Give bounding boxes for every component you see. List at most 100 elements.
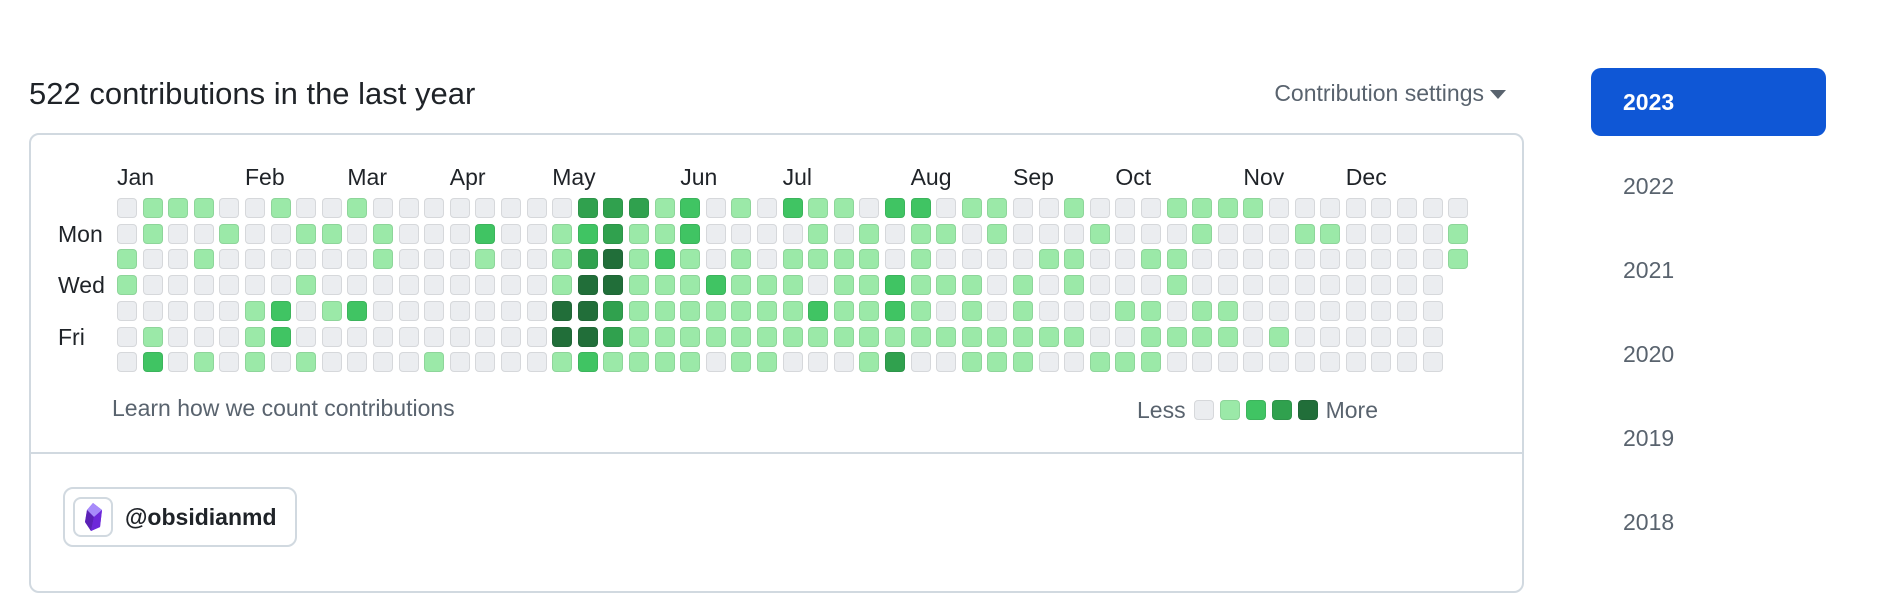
contribution-day-cell[interactable] (1217, 326, 1238, 347)
contribution-day-cell[interactable] (859, 198, 880, 218)
contribution-day-cell[interactable] (501, 249, 521, 270)
contribution-day-cell[interactable] (296, 352, 317, 373)
contribution-day-cell[interactable] (373, 352, 393, 373)
contribution-day-cell[interactable] (1089, 326, 1110, 347)
contribution-day-cell[interactable] (1422, 198, 1443, 218)
contribution-day-cell[interactable] (1192, 198, 1213, 218)
contribution-day-cell[interactable] (270, 326, 291, 347)
contribution-day-cell[interactable] (373, 249, 393, 270)
contribution-day-cell[interactable] (1064, 198, 1085, 218)
contribution-day-cell[interactable] (1345, 352, 1366, 373)
contribution-day-cell[interactable] (1294, 352, 1315, 373)
contribution-day-cell[interactable] (552, 223, 573, 244)
contribution-day-cell[interactable] (526, 223, 547, 244)
contribution-day-cell[interactable] (449, 300, 470, 321)
contribution-day-cell[interactable] (859, 275, 880, 296)
contribution-day-cell[interactable] (987, 198, 1008, 218)
contribution-day-cell[interactable] (449, 275, 470, 296)
contribution-day-cell[interactable] (347, 198, 368, 218)
contribution-day-cell[interactable] (1422, 223, 1443, 244)
contribution-day-cell[interactable] (1115, 249, 1136, 270)
contribution-day-cell[interactable] (449, 198, 470, 218)
contribution-day-cell[interactable] (1397, 300, 1417, 321)
contribution-day-cell[interactable] (808, 198, 829, 218)
contribution-day-cell[interactable] (424, 326, 445, 347)
contribution-day-cell[interactable] (1269, 223, 1289, 244)
contribution-day-cell[interactable] (168, 249, 189, 270)
contribution-day-cell[interactable] (1115, 326, 1136, 347)
contribution-day-cell[interactable] (1320, 275, 1341, 296)
contribution-day-cell[interactable] (424, 223, 445, 244)
contribution-day-cell[interactable] (936, 326, 957, 347)
contribution-day-cell[interactable] (398, 223, 419, 244)
contribution-day-cell[interactable] (1345, 198, 1366, 218)
contribution-day-cell[interactable] (398, 275, 419, 296)
contribution-day-cell[interactable] (577, 223, 598, 244)
contribution-day-cell[interactable] (808, 326, 829, 347)
contribution-day-cell[interactable] (1115, 275, 1136, 296)
contribution-day-cell[interactable] (910, 352, 931, 373)
contribution-day-cell[interactable] (1448, 198, 1469, 218)
contribution-day-cell[interactable] (577, 300, 598, 321)
contribution-day-cell[interactable] (680, 352, 701, 373)
contribution-day-cell[interactable] (1269, 249, 1289, 270)
contribution-day-cell[interactable] (1115, 352, 1136, 373)
contribution-day-cell[interactable] (117, 352, 137, 373)
contribution-day-cell[interactable] (1166, 198, 1187, 218)
contribution-day-cell[interactable] (910, 223, 931, 244)
contribution-day-cell[interactable] (1371, 223, 1392, 244)
contribution-day-cell[interactable] (1064, 300, 1085, 321)
contribution-day-cell[interactable] (501, 326, 521, 347)
contribution-day-cell[interactable] (552, 275, 573, 296)
contribution-settings-button[interactable]: Contribution settings (1274, 78, 1506, 108)
contribution-day-cell[interactable] (270, 198, 291, 218)
contribution-day-cell[interactable] (1217, 275, 1238, 296)
contribution-day-cell[interactable] (1064, 352, 1085, 373)
contribution-day-cell[interactable] (859, 300, 880, 321)
year-link-2019[interactable]: 2019 (1623, 425, 1675, 451)
contribution-day-cell[interactable] (142, 352, 163, 373)
contribution-day-cell[interactable] (142, 198, 163, 218)
contribution-day-cell[interactable] (142, 249, 163, 270)
contribution-day-cell[interactable] (296, 275, 317, 296)
contribution-day-cell[interactable] (373, 326, 393, 347)
contribution-day-cell[interactable] (808, 249, 829, 270)
contribution-day-cell[interactable] (885, 352, 905, 373)
contribution-day-cell[interactable] (731, 223, 752, 244)
contribution-day-cell[interactable] (833, 223, 854, 244)
contribution-day-cell[interactable] (347, 352, 368, 373)
contribution-day-cell[interactable] (833, 249, 854, 270)
contribution-day-cell[interactable] (424, 249, 445, 270)
year-link-2018[interactable]: 2018 (1623, 509, 1675, 535)
contribution-day-cell[interactable] (1141, 249, 1161, 270)
contribution-day-cell[interactable] (1115, 223, 1136, 244)
contribution-day-cell[interactable] (1115, 198, 1136, 218)
contribution-day-cell[interactable] (193, 198, 214, 218)
contribution-day-cell[interactable] (680, 326, 701, 347)
contribution-day-cell[interactable] (1038, 326, 1059, 347)
contribution-day-cell[interactable] (1192, 300, 1213, 321)
contribution-day-cell[interactable] (245, 249, 265, 270)
contribution-day-cell[interactable] (603, 198, 624, 218)
contribution-day-cell[interactable] (475, 249, 496, 270)
contribution-day-cell[interactable] (885, 326, 905, 347)
contribution-day-cell[interactable] (168, 352, 189, 373)
contribution-day-cell[interactable] (168, 326, 189, 347)
contribution-day-cell[interactable] (808, 300, 829, 321)
contribution-day-cell[interactable] (808, 275, 829, 296)
contribution-day-cell[interactable] (1013, 275, 1033, 296)
contribution-day-cell[interactable] (1166, 275, 1187, 296)
contribution-day-cell[interactable] (1064, 223, 1085, 244)
contribution-day-cell[interactable] (1320, 223, 1341, 244)
contribution-day-cell[interactable] (1320, 198, 1341, 218)
contribution-day-cell[interactable] (1269, 198, 1289, 218)
contribution-day-cell[interactable] (936, 352, 957, 373)
contribution-day-cell[interactable] (1217, 300, 1238, 321)
contribution-day-cell[interactable] (808, 223, 829, 244)
contribution-day-cell[interactable] (1243, 249, 1264, 270)
contribution-day-cell[interactable] (321, 352, 342, 373)
contribution-day-cell[interactable] (1038, 275, 1059, 296)
contribution-day-cell[interactable] (270, 352, 291, 373)
contribution-day-cell[interactable] (117, 300, 137, 321)
contribution-day-cell[interactable] (142, 275, 163, 296)
